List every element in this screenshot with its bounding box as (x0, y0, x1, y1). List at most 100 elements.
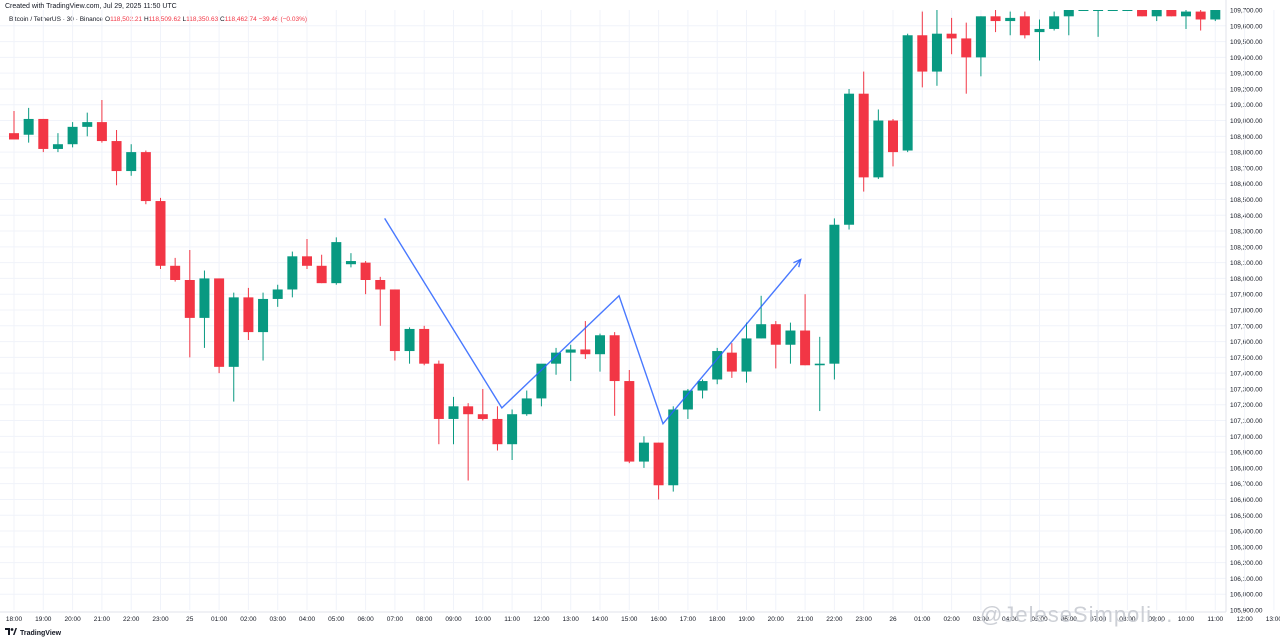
candle-body (375, 280, 386, 290)
candle-body (975, 16, 986, 58)
x-tick-label: 13:00 (1266, 616, 1280, 623)
candle-body (272, 289, 283, 299)
x-tick-label: 11:00 (1207, 616, 1223, 623)
candle-body (785, 330, 796, 345)
candle-body (126, 152, 137, 172)
y-tick-label: 108,100.00 (1230, 260, 1263, 267)
x-tick-label: 19:00 (35, 616, 52, 623)
x-tick-label: 09:00 (445, 616, 462, 623)
candle-body (726, 352, 737, 372)
x-tick-label: 02:00 (240, 616, 257, 623)
candle-body (638, 442, 649, 462)
candle-body (1122, 10, 1133, 11)
x-tick-label: 22:00 (123, 616, 140, 623)
close-value: 118,462.74 (224, 16, 257, 23)
candle-body (199, 278, 210, 318)
x-tick-label: 15:00 (621, 616, 638, 623)
candle-body (287, 256, 298, 290)
candle-body (814, 363, 825, 366)
candle-body (873, 120, 884, 178)
candle-body (1078, 10, 1089, 11)
y-tick-label: 106,500.00 (1230, 513, 1263, 520)
candle-body (521, 398, 532, 415)
candle-body (1005, 17, 1016, 22)
candle-body (419, 328, 430, 364)
candle-body (345, 261, 356, 265)
x-tick-label: 16:00 (650, 616, 667, 623)
y-tick-label: 108,700.00 (1230, 165, 1263, 172)
candle-body (9, 133, 19, 140)
candle-body (946, 33, 957, 39)
y-tick-label: 108,000.00 (1230, 276, 1263, 283)
x-tick-label: 17:00 (680, 616, 697, 623)
candle-body (1019, 16, 1030, 36)
candle-body (712, 351, 723, 380)
x-tick-label: 23:00 (152, 616, 169, 623)
candle-body (389, 289, 400, 352)
y-tick-label: 107,500.00 (1230, 355, 1263, 362)
y-tick-label: 108,400.00 (1230, 213, 1263, 220)
x-tick-label: 01:00 (914, 616, 931, 623)
trend-drawing-line (384, 218, 802, 426)
symbol-name: Bitcoin / TetherUS · 30 · Binance (9, 16, 104, 23)
candle-body (1034, 28, 1045, 33)
candle-body (23, 118, 34, 135)
candle-body (931, 33, 942, 72)
y-tick-label: 106,100.00 (1230, 576, 1263, 583)
candle-body (682, 390, 693, 410)
candle-body (1063, 10, 1074, 17)
candle-body (140, 152, 151, 202)
candle-body (595, 335, 605, 355)
y-tick-label: 109,400.00 (1230, 55, 1263, 62)
x-tick-label: 06:00 (357, 616, 374, 623)
y-tick-label: 108,800.00 (1230, 150, 1263, 157)
candle-body (507, 414, 518, 445)
candle-body (770, 324, 781, 345)
low-value: 118,350.63 (186, 16, 219, 23)
y-tick-label: 109,100.00 (1230, 102, 1263, 109)
y-tick-label: 107,100.00 (1230, 418, 1263, 425)
candle-body (1049, 16, 1060, 29)
candle-body (448, 406, 459, 419)
x-tick-label: 23:00 (856, 616, 873, 623)
high-label: H (143, 16, 149, 23)
x-tick-label: 12:00 (533, 616, 550, 623)
candle-body (829, 224, 840, 364)
y-tick-label: 108,300.00 (1230, 229, 1263, 236)
y-tick-label: 109,200.00 (1230, 86, 1263, 93)
candle-body (1107, 10, 1118, 11)
tradingview-logo-icon (5, 628, 17, 637)
candle-body (844, 93, 855, 225)
candle-body (1210, 10, 1221, 20)
low-label: L (182, 16, 187, 23)
candle-body (258, 298, 269, 333)
created-with-label: Created with TradingView.com, Jul 29, 20… (5, 3, 177, 10)
candle-body (1137, 10, 1148, 17)
candle-body (228, 297, 239, 367)
candle-body (1181, 11, 1191, 17)
x-tick-label: 25 (186, 616, 194, 623)
candle-body (96, 122, 107, 142)
tradingview-footer: TradingView (5, 628, 61, 637)
x-tick-label: 22:00 (826, 616, 843, 623)
y-tick-label: 107,600.00 (1230, 339, 1263, 346)
y-tick-label: 108,200.00 (1230, 244, 1263, 251)
x-tick-label: 03:00 (973, 616, 990, 623)
x-tick-label: 19:00 (738, 616, 755, 623)
high-value: 118,509.62 (148, 16, 181, 23)
x-tick-label: 18:00 (709, 616, 726, 623)
x-tick-label: 05:00 (328, 616, 345, 623)
y-tick-label: 109,600.00 (1230, 23, 1263, 30)
x-tick-label: 09:00 (1149, 616, 1166, 623)
candle-body (858, 93, 869, 178)
candle-body (756, 324, 767, 339)
candle-body (917, 35, 928, 72)
candle-body (741, 338, 752, 372)
x-tick-label: 04:00 (1002, 616, 1019, 623)
x-tick-label: 07:00 (1090, 616, 1107, 623)
candle-body (1166, 10, 1177, 17)
symbol-legend: Bitcoin / TetherUS · 30 · Binance O118,5… (9, 16, 307, 23)
candle-body (404, 328, 415, 352)
x-tick-label: 14:00 (592, 616, 609, 623)
